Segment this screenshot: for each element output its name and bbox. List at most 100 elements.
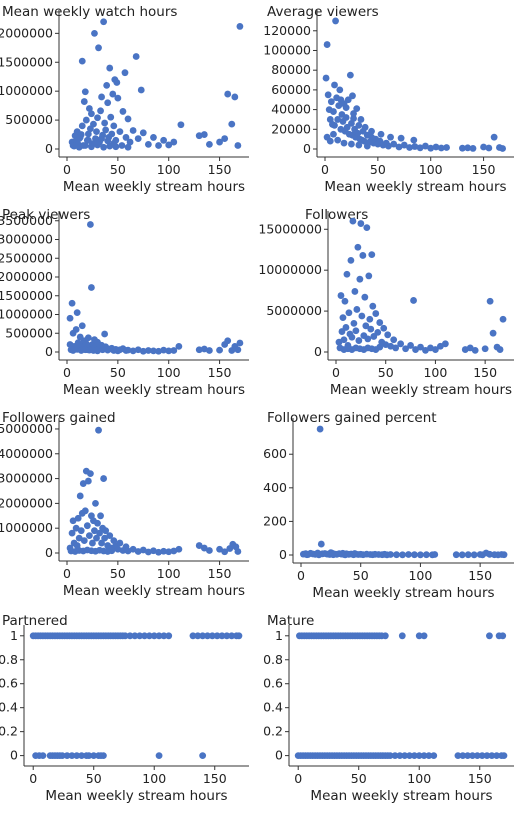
data-point [92, 499, 99, 507]
y-tick-label: 100000 [263, 42, 311, 57]
data-point [221, 135, 229, 142]
y-tick-label: 400 [263, 480, 287, 495]
data-point [80, 537, 88, 544]
data-point [75, 143, 83, 151]
data-point [363, 224, 371, 232]
data-point [199, 752, 207, 760]
data-point [236, 339, 244, 347]
y-tick-label: 40000 [271, 102, 311, 117]
y-tick-label: 10000000 [258, 262, 322, 277]
data-point [387, 551, 394, 558]
x-tick-label: 50 [110, 566, 126, 581]
data-point [390, 140, 398, 148]
data-point [124, 143, 132, 151]
data-point [104, 137, 112, 145]
x-tick-label: 0 [29, 771, 37, 786]
data-point [216, 545, 223, 553]
x-tick-label: 100 [408, 568, 432, 583]
data-point [411, 143, 419, 150]
data-point [473, 752, 481, 760]
data-point [405, 551, 412, 558]
data-point [150, 134, 157, 141]
data-point [224, 337, 232, 345]
data-point [223, 632, 231, 640]
data-point [349, 92, 356, 100]
data-point [359, 252, 367, 259]
data-point [98, 93, 105, 101]
data-point [486, 632, 493, 640]
data-point [354, 243, 362, 251]
data-point [234, 548, 242, 555]
data-point [165, 141, 173, 149]
data-point [422, 142, 429, 150]
data-point [155, 347, 162, 355]
data-point [110, 139, 118, 147]
data-point [83, 522, 91, 530]
data-point [129, 127, 137, 134]
data-point [361, 293, 369, 301]
y-tick-label: 5000000 [266, 303, 322, 318]
data-point [381, 632, 389, 640]
data-point [81, 507, 89, 515]
data-point [485, 144, 493, 152]
data-point [101, 330, 109, 338]
data-point [395, 143, 403, 151]
y-tick-label: 0 [45, 545, 53, 560]
data-point [160, 632, 168, 640]
data-point [98, 135, 105, 142]
data-point [369, 302, 377, 310]
data-point [95, 426, 102, 434]
data-point [145, 632, 153, 640]
data-point [100, 18, 108, 26]
x-tick-label: 50 [351, 771, 367, 786]
data-point [357, 116, 365, 123]
data-point [400, 141, 408, 149]
data-point [106, 64, 114, 72]
chart-title: Average viewers [267, 4, 379, 20]
data-point [101, 119, 109, 127]
data-point [68, 529, 76, 537]
data-point [160, 136, 168, 144]
y-tick-label: 3000000 [0, 471, 53, 486]
data-point [91, 29, 98, 37]
x-tick-label: 150 [472, 162, 496, 177]
data-point [76, 492, 84, 500]
data-point [329, 551, 337, 559]
data-point [346, 71, 354, 79]
data-point [486, 297, 494, 305]
data-point [410, 752, 418, 760]
data-point [108, 130, 116, 138]
data-point [406, 752, 413, 760]
y-tick-label: 0.8 [263, 652, 283, 667]
y-tick-label: 120000 [263, 23, 311, 38]
data-point [355, 337, 363, 344]
data-point [94, 519, 101, 527]
x-axis-label: Mean weekly stream hours [330, 382, 512, 398]
data-point [366, 315, 374, 323]
data-point [95, 44, 102, 52]
data-point [342, 324, 350, 331]
data-point [417, 551, 424, 559]
data-point [360, 137, 368, 145]
data-point [345, 309, 353, 317]
data-point [199, 632, 207, 640]
data-point [213, 632, 221, 640]
data-point [483, 752, 491, 760]
data-point [155, 632, 163, 640]
data-point [114, 94, 122, 102]
data-point [68, 299, 76, 307]
scatter-chart-7: Partnered 0 0.2 0.4 0.6 0.8 1 0 50 100 150 Mean wee… [0, 613, 249, 804]
data-point [499, 632, 507, 640]
x-tick-label: 100 [407, 771, 431, 786]
y-tick-label: 0 [275, 748, 283, 763]
data-point [85, 532, 93, 540]
data-point [228, 120, 236, 128]
data-point [459, 752, 467, 760]
data-point [76, 134, 84, 141]
chart-title: Mean weekly watch hours [2, 4, 177, 20]
y-tick-label: 600 [263, 446, 287, 461]
data-point [165, 548, 173, 556]
data-point [126, 138, 134, 146]
data-point [93, 534, 100, 542]
y-tick-label: 1000000 [0, 307, 53, 322]
